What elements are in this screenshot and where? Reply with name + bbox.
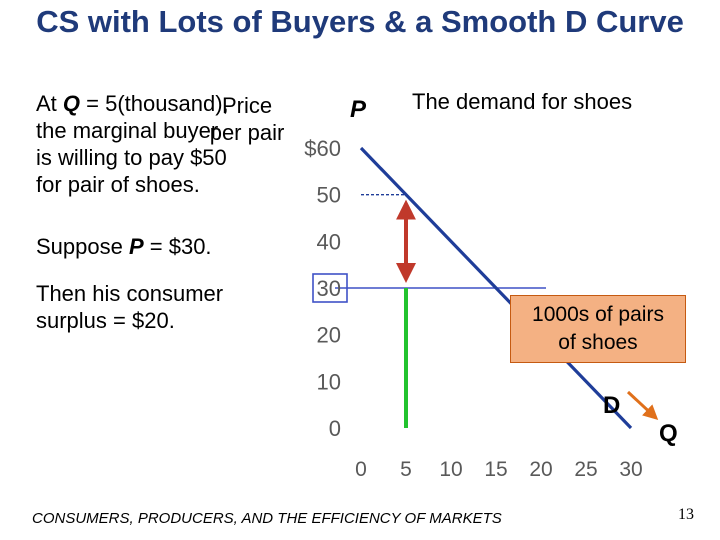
units-line1: 1000s of pairs (532, 303, 664, 326)
chart-title: The demand for shoes (412, 89, 633, 114)
y-tick-label: 50 (317, 183, 341, 208)
page-number: 13 (678, 506, 694, 523)
y-tick-label: 40 (317, 229, 341, 254)
p-axis-label: P (350, 96, 367, 123)
price-label-line2: per pair (209, 120, 285, 145)
units-box: 1000s of pairs of shoes (510, 295, 686, 363)
demand-curve-label: D (603, 392, 620, 419)
text-marginal-buyer: the marginal buyer (36, 118, 219, 143)
x-tick-label: 5 (400, 458, 412, 481)
x-tick-label: 15 (484, 458, 507, 481)
y-tick-label: 10 (317, 369, 341, 394)
text-suppose: Suppose (36, 234, 129, 259)
q-axis-label: Q (659, 420, 678, 447)
footer-text: CONSUMERS, PRODUCERS, AND THE EFFICIENCY… (32, 510, 502, 527)
x-tick-label: 30 (619, 458, 642, 481)
text-willing-to-pay: is willing to pay $50 (36, 145, 227, 170)
text-surplus: surplus = $20. (36, 308, 175, 333)
x-tick-label: 20 (529, 458, 552, 481)
y-tick-label: 30 (317, 276, 341, 301)
q-symbol: Q (62, 91, 81, 116)
x-tick-labels: 0 5 10 15 20 25 30 (355, 458, 643, 481)
units-line2: of shoes (558, 331, 638, 354)
q-axis-arrow (626, 390, 659, 421)
y-tick-labels: 0 10 20 30 40 50 $60 (304, 136, 341, 441)
p-symbol: P (128, 234, 144, 259)
x-tick-label: 10 (439, 458, 462, 481)
price-30-box (312, 273, 348, 303)
text-for-pair: for pair of shoes. (36, 172, 200, 197)
price-per-pair-label: Price per pair (207, 92, 287, 146)
price-label-line1: Price (221, 93, 273, 118)
text-at: At (36, 91, 63, 116)
text-price-value: = $30. (143, 234, 212, 259)
x-tick-label: 25 (574, 458, 597, 481)
y-tick-label: $60 (304, 136, 341, 161)
paragraph-marginal-buyer: At Q = 5(thousand), the marginal buyer i… (36, 90, 229, 198)
y-tick-label: 0 (329, 416, 341, 441)
slide-title: CS with Lots of Buyers & a Smooth D Curv… (36, 4, 684, 39)
text-thousand: = 5(thousand), (80, 91, 229, 116)
text-consumer: Then his consumer (36, 281, 224, 306)
x-tick-label: 0 (355, 458, 367, 481)
y-tick-label: 20 (317, 323, 341, 348)
paragraph-consumer-surplus: Then his consumer surplus = $20. (36, 280, 223, 334)
demand-curve-line (359, 146, 633, 430)
paragraph-suppose-price: Suppose P = $30. (36, 233, 212, 260)
